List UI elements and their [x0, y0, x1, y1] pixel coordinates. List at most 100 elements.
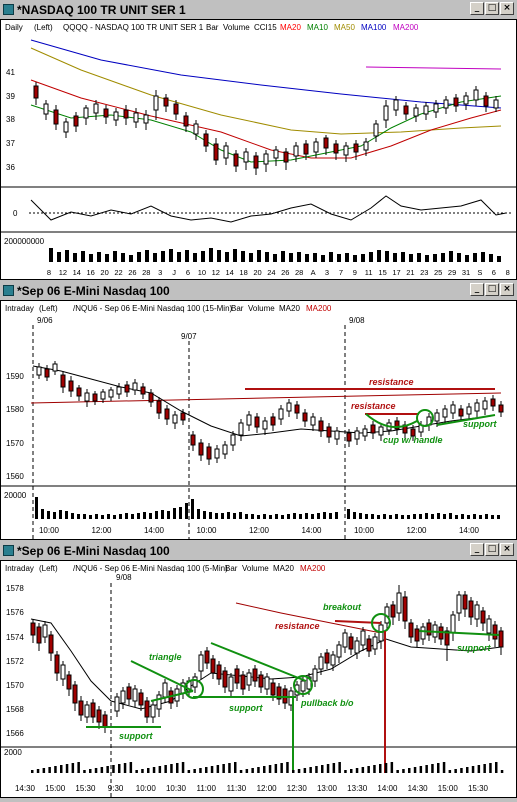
volume-bar: [326, 764, 330, 773]
volume-bar: [500, 770, 504, 773]
window2-titlebar[interactable]: *Sep 06 E-Mini Nasdaq 100 _ □ ×: [0, 281, 517, 301]
volume-bar: [210, 766, 214, 773]
symbol-label: QQQQ - NASDAQ 100 TR UNIT SER 1: [63, 23, 204, 32]
time-axis: 10:00 12:00 14:00 10:00 12:00 14:00 10:00 12:00…: [39, 526, 480, 535]
axis-tick-label: 12: [59, 268, 67, 277]
volume-bar: [408, 768, 411, 773]
triangle-label: triangle: [149, 652, 182, 662]
daily-chart-area[interactable]: Daily (Left) QQQQ - NASDAQ 100 TR UNIT S…: [0, 19, 517, 280]
support-label: support: [463, 419, 497, 429]
volume-bar: [65, 764, 69, 773]
volume-bar: [170, 764, 173, 773]
volume-bar: [442, 762, 446, 773]
cup-curve: [365, 413, 418, 429]
volume-bar: [466, 767, 469, 773]
minimize-button[interactable]: _: [470, 2, 484, 15]
minimize-button[interactable]: _: [470, 283, 484, 296]
volume-bar: [222, 764, 225, 773]
volume-bar: [152, 767, 156, 773]
volume-bar: [431, 764, 434, 773]
close-button[interactable]: ×: [500, 283, 514, 296]
axis-tick-label: 8: [47, 268, 51, 277]
volume-bars: [31, 762, 504, 773]
volume-bar: [147, 768, 150, 773]
volume-bar: [31, 770, 34, 773]
breakout-label: breakout: [323, 602, 362, 612]
volume-bar: [129, 762, 133, 773]
five-min-chart-area[interactable]: Intraday (Left) /NQU6 - Sep 06 E-Mini Na…: [0, 560, 517, 798]
volume-bar: [199, 768, 202, 773]
volume-bar: [42, 768, 46, 773]
volume-bar: [355, 768, 359, 773]
window3-titlebar[interactable]: *Sep 06 E-Mini Nasdaq 100 _ □ ×: [0, 541, 517, 561]
daily-chart-window: *NASDAQ 100 TR UNIT SER 1 _ □ × Daily (L…: [0, 0, 517, 280]
bar-label: Bar: [225, 564, 238, 573]
close-button[interactable]: ×: [500, 2, 514, 15]
minimize-button[interactable]: _: [470, 543, 484, 556]
volume-bar: [48, 767, 51, 773]
price-tick-39: 39: [6, 92, 15, 101]
volume-bar: [106, 766, 109, 773]
volume-bar: [141, 769, 144, 773]
axis-tick-label: 10:30: [166, 784, 187, 793]
window1-titlebar[interactable]: *NASDAQ 100 TR UNIT SER 1 _ □ ×: [0, 0, 517, 20]
axis-tick-label: 20: [253, 268, 261, 277]
axis-tick-label: 14:00: [301, 526, 322, 535]
volume-bar: [239, 770, 243, 773]
volume-bar: [123, 763, 127, 773]
support-label-left: support: [119, 731, 153, 741]
cci-line: [30, 195, 507, 223]
volume-bar: [286, 762, 289, 773]
axis-tick-label: 15:30: [468, 784, 489, 793]
volume-bar: [396, 770, 399, 773]
volume-bar: [274, 764, 278, 773]
axis-tick-label: 10:00: [196, 526, 217, 535]
axis-tick-label: 13:30: [347, 784, 368, 793]
maximize-button[interactable]: □: [485, 2, 499, 15]
ma200-line: [30, 392, 502, 404]
axis-tick-label: 10: [198, 268, 206, 277]
volume-label: Volume: [242, 564, 269, 573]
maximize-button[interactable]: □: [485, 543, 499, 556]
volume-tick: 200000000: [4, 237, 45, 246]
volume-bar: [187, 770, 191, 773]
window1-title: *NASDAQ 100 TR UNIT SER 1: [17, 2, 186, 17]
axis-tick-label: 11:30: [227, 784, 247, 793]
five-min-chart-svg[interactable]: Intraday (Left) /NQU6 - Sep 06 E-Mini Na…: [1, 561, 516, 797]
axis-tick-label: 17: [392, 268, 400, 277]
axis-tick-label: 26: [281, 268, 289, 277]
window2-title: *Sep 06 E-Mini Nasdaq 100: [17, 283, 170, 298]
close-button[interactable]: ×: [500, 543, 514, 556]
axis-tick-label: 16: [87, 268, 95, 277]
axis-tick-label: 21: [406, 268, 414, 277]
resistance-label-lower: resistance: [351, 401, 396, 411]
volume-bar: [36, 769, 40, 773]
axis-tick-label: 3: [158, 268, 162, 277]
volume-bar: [251, 768, 254, 773]
volume-bar: [419, 766, 423, 773]
volume-bar: [181, 762, 185, 773]
fifteen-min-chart-area[interactable]: Intraday (Left) /NQU6 - Sep 06 E-Mini Na…: [0, 300, 517, 540]
axis-tick-label: 15:00: [438, 784, 459, 793]
price-bars: [36, 361, 504, 465]
price-tick-1574: 1574: [6, 633, 24, 642]
volume-bar: [477, 765, 481, 773]
volume-bar: [118, 764, 121, 773]
ma200-line: [235, 602, 382, 634]
volume-tick: 2000: [4, 748, 22, 757]
chart-app-icon: [3, 285, 14, 296]
fifteen-min-chart-svg[interactable]: Intraday (Left) /NQU6 - Sep 06 E-Mini Na…: [1, 301, 516, 539]
volume-bar: [94, 768, 98, 773]
volume-bar: [309, 767, 312, 773]
ma200-label: MA200: [393, 23, 419, 32]
volume-label: Volume: [248, 304, 275, 313]
volume-bar: [176, 763, 179, 773]
volume-bar: [83, 770, 86, 773]
price-bars: [30, 585, 504, 733]
price-tick-1570: 1570: [6, 439, 24, 448]
maximize-button[interactable]: □: [485, 283, 499, 296]
axis-tick-label: 28: [295, 268, 303, 277]
daily-chart-svg[interactable]: Daily (Left) QQQQ - NASDAQ 100 TR UNIT S…: [1, 20, 516, 279]
volume-bar: [460, 768, 463, 773]
price-tick-1566: 1566: [6, 729, 24, 738]
